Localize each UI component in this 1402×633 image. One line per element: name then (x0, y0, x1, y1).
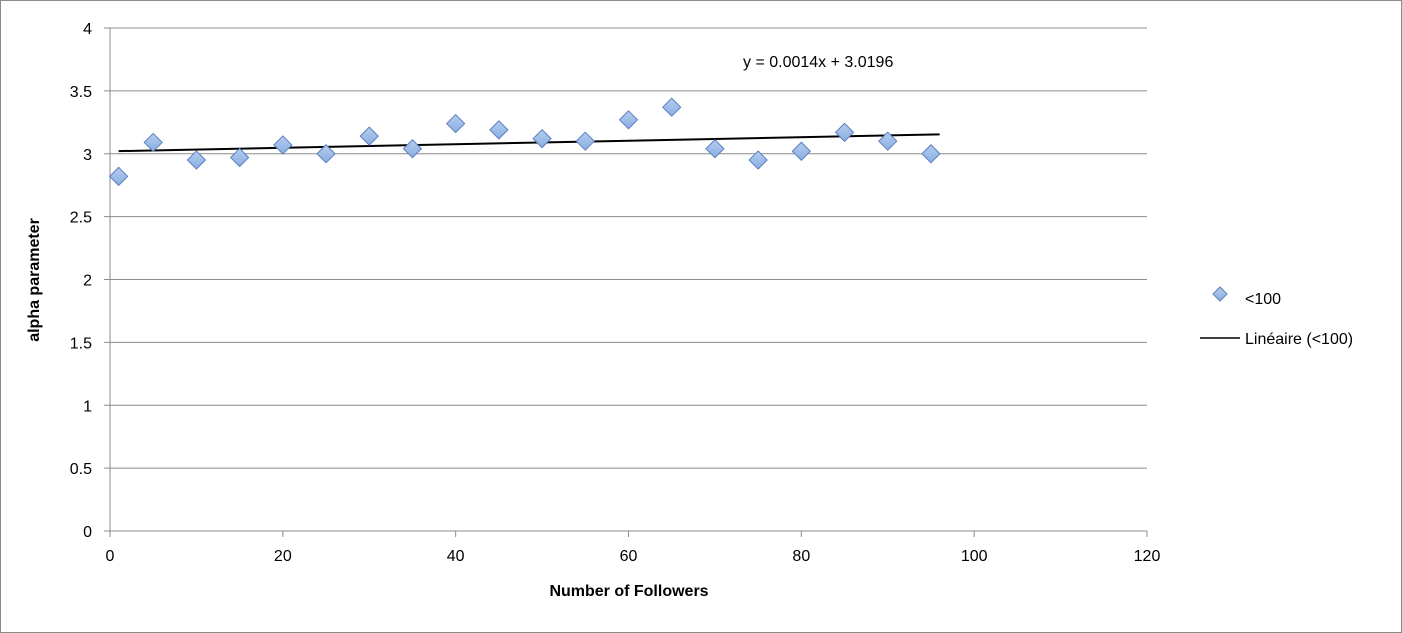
y-tick-label: 2.5 (70, 210, 92, 227)
legend-label-trendline: Linéaire (<100) (1245, 331, 1353, 348)
data-point (316, 144, 336, 164)
data-point (532, 128, 552, 149)
data-point (791, 141, 812, 161)
legend-diamond-marker (1212, 286, 1228, 302)
data-points (108, 97, 941, 187)
data-point (748, 150, 768, 170)
data-point (705, 139, 725, 159)
x-tick-label: 20 (274, 548, 292, 565)
trendline-group (118, 133, 940, 153)
data-point (575, 131, 595, 151)
data-point (229, 147, 250, 168)
y-tick-label: 1 (83, 398, 92, 415)
data-point (834, 122, 855, 143)
x-tick-label: 40 (447, 548, 465, 565)
x-tick-label: 120 (1134, 548, 1161, 565)
data-point (108, 166, 129, 187)
y-axis-title: alpha parameter (26, 218, 43, 342)
x-tick-label: 100 (961, 548, 988, 565)
gridlines (110, 27, 1147, 469)
data-point (273, 135, 293, 155)
data-point (359, 126, 379, 146)
x-tick-label: 80 (792, 548, 810, 565)
data-point (921, 144, 941, 164)
y-tick-label: 0 (83, 524, 92, 541)
y-tick-label: 0.5 (70, 461, 92, 478)
y-tick-label: 2 (83, 273, 92, 290)
y-tick-label: 3.5 (70, 84, 92, 101)
trendline-equation: y = 0.0014x + 3.0196 (743, 54, 893, 71)
legend-label-series: <100 (1245, 291, 1281, 308)
data-point (143, 132, 163, 153)
x-tick-label: 60 (620, 548, 638, 565)
y-tick-label: 4 (83, 21, 92, 38)
y-tick-label: 3 (83, 147, 92, 164)
legend-item-trendline: Linéaire (<100) (1200, 331, 1353, 348)
axes: 00.511.522.533.540 20 40 60 80 100 120 (70, 21, 1161, 565)
data-point (618, 110, 639, 130)
data-point (445, 113, 466, 134)
data-point (186, 150, 207, 170)
legend-item-series: <100 (1212, 286, 1281, 308)
data-point (402, 139, 423, 159)
data-point (878, 131, 898, 151)
trendline (118, 133, 940, 153)
x-axis-title: Number of Followers (549, 583, 708, 600)
y-tick-label: 1.5 (70, 335, 92, 352)
data-point (662, 97, 682, 117)
x-tick-label: 0 (106, 548, 115, 565)
legend: <100 Linéaire (<100) (1200, 286, 1353, 348)
data-point (489, 120, 509, 140)
